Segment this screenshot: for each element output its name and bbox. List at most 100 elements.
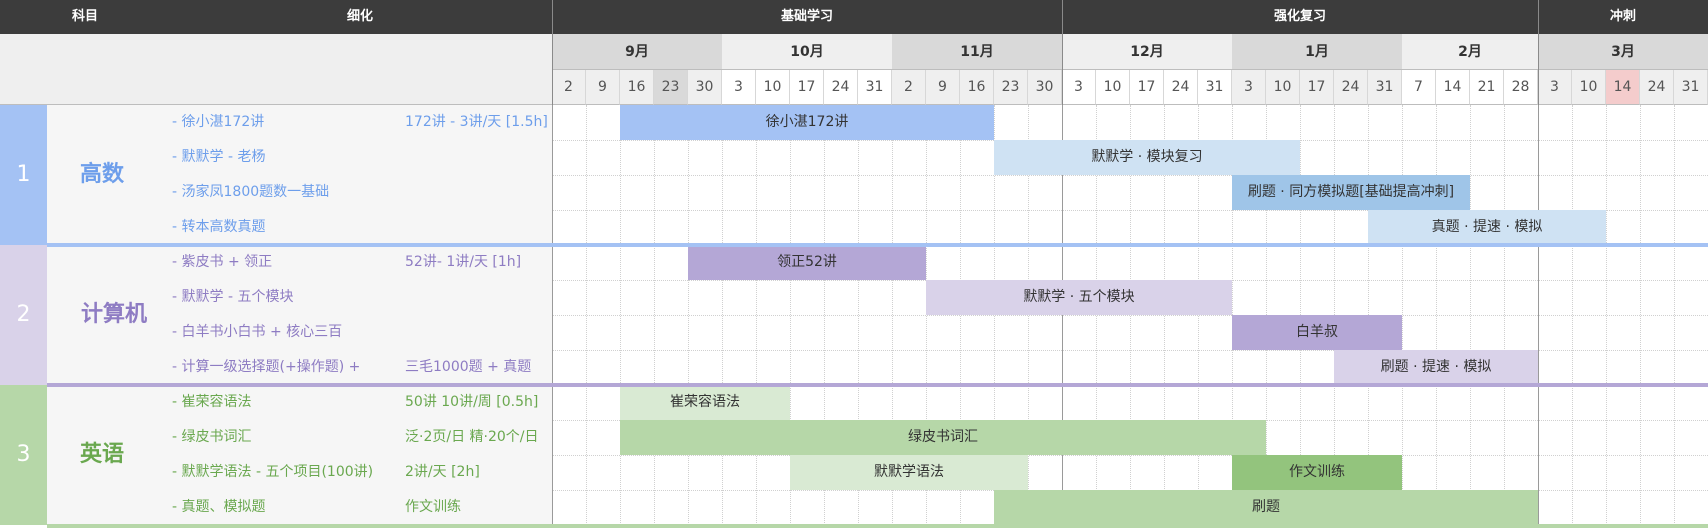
- month-sep: 9月: [552, 34, 722, 70]
- day-cell: 24: [1164, 70, 1198, 105]
- group-number: 3: [0, 385, 47, 525]
- day-cell: 14: [1436, 70, 1470, 105]
- day-cell: 23: [994, 70, 1028, 105]
- day-cell: 24: [1334, 70, 1368, 105]
- row-item-label: - 计算一级选择题(+操作题) +: [172, 359, 361, 375]
- day-cell: 7: [1402, 70, 1436, 105]
- row-note: 52讲- 1讲/天 [1h]: [405, 254, 522, 270]
- task-bar[interactable]: 崔荣容语法: [620, 385, 790, 420]
- day-cell: 31: [858, 70, 892, 105]
- task-bar[interactable]: 绿皮书词汇: [620, 420, 1266, 455]
- day-cell: 24: [1640, 70, 1674, 105]
- row-note: 172讲 - 3讲/天 [1.5h]: [405, 114, 548, 130]
- month-feb: 2月: [1402, 34, 1538, 70]
- day-cell: 30: [1028, 70, 1062, 105]
- day-cell-highlight: 14: [1606, 70, 1640, 105]
- header-bar: [0, 0, 1708, 34]
- group-panel: [47, 105, 552, 245]
- day-cell: 9: [586, 70, 620, 105]
- group-number: 1: [0, 105, 47, 245]
- group-separator: [47, 243, 1708, 247]
- task-bar[interactable]: 默默学 · 五个模块: [926, 280, 1232, 315]
- month-oct: 10月: [722, 34, 892, 70]
- group-number: 2: [0, 245, 47, 385]
- phase-separator: [552, 0, 553, 105]
- day-cell: 10: [1572, 70, 1606, 105]
- grid-line: [552, 315, 1708, 316]
- day-cell: 31: [1674, 70, 1708, 105]
- row-note: 50讲 10讲/周 [0.5h]: [405, 394, 539, 410]
- row-note: 2讲/天 [2h]: [405, 464, 480, 480]
- task-bar[interactable]: 刷题: [994, 490, 1538, 525]
- phase-separator: [1062, 0, 1063, 105]
- phase-divider: [552, 105, 553, 525]
- month-mar: 3月: [1538, 34, 1708, 70]
- task-bar[interactable]: 刷题 · 同方模拟题[基础提高冲刺]: [1232, 175, 1470, 210]
- day-cell: 3: [1538, 70, 1572, 105]
- day-cell: 9: [926, 70, 960, 105]
- day-cell: 10: [756, 70, 790, 105]
- day-cell: 28: [1504, 70, 1538, 105]
- row-item-label: - 绿皮书词汇: [172, 429, 252, 445]
- row-item-label: - 默默学 - 五个模块: [172, 289, 294, 305]
- group-panel: [47, 385, 552, 525]
- phase-divider: [1062, 105, 1063, 525]
- row-item-label: - 汤家凤1800题数一基础: [172, 184, 330, 200]
- day-cell: 2: [892, 70, 926, 105]
- phase-header-basic: 基础学习: [780, 9, 833, 24]
- row-note: 三毛1000题 + 真题: [405, 359, 532, 375]
- row-item-label: - 转本高数真题: [172, 219, 266, 235]
- month-nov: 11月: [892, 34, 1062, 70]
- task-bar[interactable]: 领正52讲: [688, 245, 926, 280]
- column-header-detail: 细化: [346, 9, 373, 24]
- day-cell: 21: [1470, 70, 1504, 105]
- row-item-label: - 徐小湛172讲: [172, 114, 265, 130]
- task-bar[interactable]: 白羊叔: [1232, 315, 1402, 350]
- day-cell: 23: [654, 70, 688, 105]
- row-item-label: - 崔荣容语法: [172, 394, 252, 410]
- day-cell: 31: [1198, 70, 1232, 105]
- row-item-label: - 真题、模拟题: [172, 499, 266, 515]
- phase-header-sprint: 冲刺: [1609, 9, 1636, 24]
- phase-header-intensive: 强化复习: [1273, 9, 1326, 24]
- grid-line: [552, 455, 1708, 456]
- day-cell: 17: [1130, 70, 1164, 105]
- group-separator: [47, 524, 1708, 528]
- day-cell: 10: [1266, 70, 1300, 105]
- subject-english: 英语: [79, 442, 124, 467]
- task-bar[interactable]: 默默学语法: [790, 455, 1028, 490]
- day-cell: 16: [620, 70, 654, 105]
- column-header-subject: 科目: [71, 9, 98, 24]
- row-note: 作文训练: [405, 499, 461, 515]
- task-bar[interactable]: 刷题 · 提速 · 模拟: [1334, 350, 1538, 385]
- day-cell: 3: [1232, 70, 1266, 105]
- day-cell: 3: [722, 70, 756, 105]
- row-item-label: - 紫皮书 + 领正: [172, 254, 273, 270]
- phase-divider: [1538, 105, 1539, 525]
- task-bar[interactable]: 作文训练: [1232, 455, 1402, 490]
- day-cell: 10: [1096, 70, 1130, 105]
- day-cell: 17: [1300, 70, 1334, 105]
- task-bar[interactable]: 真题 · 提速 · 模拟: [1368, 210, 1606, 245]
- day-cell: 31: [1368, 70, 1402, 105]
- phase-separator: [1538, 0, 1539, 105]
- task-bar[interactable]: 默默学 · 模块复习: [994, 140, 1300, 175]
- day-cell: 17: [790, 70, 824, 105]
- subject-computer: 计算机: [80, 302, 147, 327]
- day-cell: 24: [824, 70, 858, 105]
- day-cell: 16: [960, 70, 994, 105]
- row-note: 泛·2页/日 精·20个/日: [405, 429, 539, 445]
- grid-line: [552, 350, 1708, 351]
- month-jan: 1月: [1232, 34, 1402, 70]
- day-cell: 3: [1062, 70, 1096, 105]
- grid-line: [552, 175, 1708, 176]
- row-item-label: - 默默学 - 老杨: [172, 149, 266, 165]
- grid-line: [552, 210, 1708, 211]
- task-bar[interactable]: 徐小湛172讲: [620, 105, 994, 140]
- day-cell: 2: [552, 70, 586, 105]
- group-panel: [47, 245, 552, 385]
- group-separator: [47, 383, 1708, 387]
- row-item-label: - 白羊书小白书 + 核心三百: [172, 324, 343, 340]
- row-item-label: - 默默学语法 - 五个项目(100讲): [172, 464, 374, 480]
- header-left-blank: [0, 34, 552, 105]
